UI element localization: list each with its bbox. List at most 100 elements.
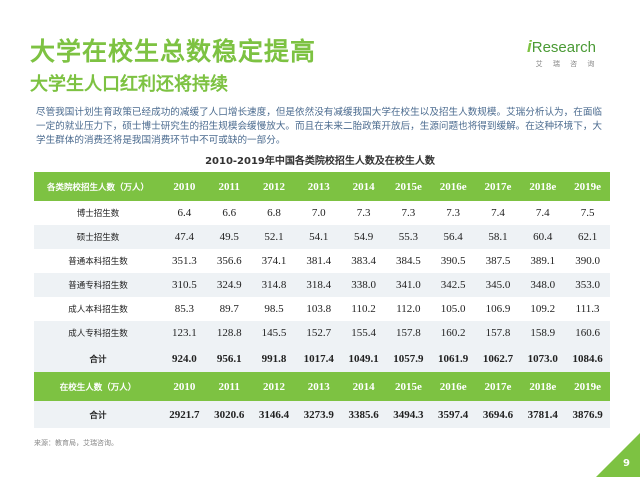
value-cell: 62.1	[565, 225, 610, 249]
value-cell: 348.0	[520, 273, 566, 297]
intro-paragraph: 尽管我国计划生育政策已经成功的减缓了人口增长速度，但是依然没有减缓我国大学在校生…	[36, 107, 603, 146]
value-cell: 157.8	[385, 321, 431, 345]
value-cell: 390.0	[575, 255, 600, 267]
table-row: 成人本科招生数 85.3 89.7 98.5 103.8 110.2 112.0…	[34, 297, 610, 321]
row-label: 成人本科招生数	[68, 305, 128, 315]
year-cell: 2016e	[430, 172, 476, 201]
value-cell: 152.7	[296, 321, 342, 345]
value-cell: 155.4	[341, 321, 386, 345]
total-cell: 3494.3	[385, 401, 431, 428]
value-cell: 374.1	[261, 255, 287, 267]
value-cell: 54.1	[296, 225, 342, 249]
value-cell: 7.4	[535, 207, 550, 219]
year-cell: 2011	[206, 172, 252, 201]
value-cell: 157.8	[475, 321, 521, 345]
total-cell: 1073.0	[520, 345, 566, 372]
value-cell: 324.9	[206, 273, 252, 297]
logo-subtitle: 艾 瑞 咨 询	[535, 60, 599, 68]
value-cell: 383.4	[351, 255, 376, 267]
row-label: 普通本科招生数	[68, 257, 128, 267]
total-cell: 3020.6	[206, 401, 252, 428]
value-cell: 110.2	[351, 303, 376, 315]
value-cell: 387.5	[485, 255, 511, 267]
value-cell: 105.0	[440, 303, 466, 315]
table-row: 普通本科招生数 351.3 356.6 374.1 381.4 383.4 38…	[34, 249, 610, 273]
value-cell: 58.1	[475, 225, 521, 249]
value-cell: 7.0	[311, 207, 326, 219]
total-label: 合计	[34, 345, 162, 372]
value-cell: 345.0	[475, 273, 521, 297]
row-label: 普通专科招生数	[34, 273, 162, 297]
corner-decoration	[596, 433, 640, 477]
value-cell: 160.6	[565, 321, 610, 345]
total-cell: 1061.9	[430, 345, 476, 372]
total-cell: 924.0	[162, 345, 207, 372]
table-row: 成人专科招生数 123.1 128.8 145.5 152.7 155.4 15…	[34, 321, 610, 345]
value-cell: 7.3	[356, 207, 371, 219]
value-cell: 7.5	[580, 207, 595, 219]
total-cell: 991.8	[251, 345, 297, 372]
row-label: 硕士招生数	[34, 225, 162, 249]
total-cell: 1062.7	[475, 345, 521, 372]
enroll-total-row: 合计 924.0 956.1 991.8 1017.4 1049.1 1057.…	[34, 345, 610, 372]
total-cell: 3273.9	[296, 401, 342, 428]
total-cell: 1084.6	[565, 345, 610, 372]
year-cell: 2019e	[565, 372, 610, 401]
total-cell: 3597.4	[430, 401, 476, 428]
value-cell: 338.0	[341, 273, 386, 297]
value-cell: 123.1	[162, 321, 207, 345]
total-cell: 1057.9	[385, 345, 431, 372]
value-cell: 89.7	[219, 303, 239, 315]
value-cell: 6.8	[267, 207, 281, 219]
students-header-row: 在校生人数（万人） 2010 2011 2012 2013 2014 2015e…	[34, 372, 610, 401]
value-cell: 6.4	[177, 207, 192, 219]
year-cell: 2010	[162, 172, 207, 201]
total-cell: 1017.4	[296, 345, 342, 372]
year-cell: 2017e	[475, 172, 521, 201]
total-cell: 3781.4	[520, 401, 566, 428]
value-cell: 318.4	[296, 273, 342, 297]
table-title: 2010-2019年中国各类院校招生人数及在校生人数	[205, 156, 435, 167]
value-cell: 314.8	[251, 273, 297, 297]
students-header-label: 在校生人数（万人）	[34, 372, 162, 401]
logo-brand: iResearch	[527, 37, 596, 56]
value-cell: 381.4	[306, 255, 332, 267]
year-cell: 2018e	[520, 172, 566, 201]
value-cell: 7.3	[401, 207, 416, 219]
value-cell: 351.3	[172, 255, 197, 267]
total-cell: 956.1	[206, 345, 252, 372]
value-cell: 389.1	[530, 255, 556, 267]
page-subtitle: 大学生人口红利还将持续	[30, 74, 228, 95]
row-label: 成人专科招生数	[34, 321, 162, 345]
year-cell: 2017e	[475, 372, 521, 401]
value-cell: 384.5	[396, 255, 421, 267]
source-note: 来源：教育局，艾瑞咨询。	[34, 439, 118, 447]
total-cell: 2921.7	[162, 401, 207, 428]
enroll-header-row: 各类院校招生人数（万人） 2010 2011 2012 2013 2014 20…	[34, 172, 610, 201]
page-title: 大学在校生总数稳定提高	[30, 37, 317, 66]
table-row: 硕士招生数 47.4 49.5 52.1 54.1 54.9 55.3 56.4…	[34, 225, 610, 249]
year-cell: 2015e	[385, 372, 431, 401]
total-cell: 3385.6	[341, 401, 386, 428]
year-cell: 2012	[251, 172, 297, 201]
year-cell: 2014	[341, 372, 386, 401]
value-cell: 7.3	[446, 207, 461, 219]
year-cell: 2013	[296, 172, 342, 201]
total-cell: 3876.9	[565, 401, 610, 428]
value-cell: 111.3	[575, 303, 600, 315]
value-cell: 390.5	[440, 255, 466, 267]
total-cell: 3694.6	[475, 401, 521, 428]
value-cell: 47.4	[162, 225, 207, 249]
year-cell: 2010	[162, 372, 207, 401]
year-cell: 2012	[251, 372, 297, 401]
total-label: 合计	[34, 401, 162, 428]
year-cell: 2016e	[430, 372, 476, 401]
value-cell: 356.6	[216, 255, 242, 267]
value-cell: 128.8	[206, 321, 252, 345]
year-cell: 2014	[341, 172, 386, 201]
value-cell: 160.2	[430, 321, 476, 345]
enrollment-table: 各类院校招生人数（万人） 2010 2011 2012 2013 2014 20…	[34, 172, 610, 428]
total-cell: 1049.1	[341, 345, 386, 372]
value-cell: 145.5	[251, 321, 297, 345]
value-cell: 85.3	[174, 303, 195, 315]
